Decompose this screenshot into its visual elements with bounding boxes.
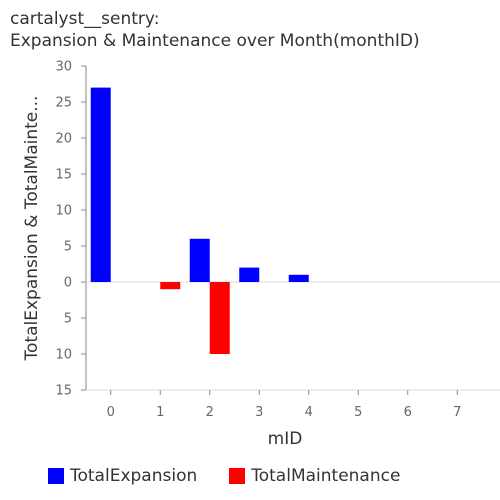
x-tick-label: 4 [305,405,313,420]
y-tick-label: 0 [64,276,72,291]
y-tick-label: 10 [55,204,72,219]
expansion-bar-4 [288,274,309,282]
y-tick-label: 20 [55,132,72,147]
expansion-bar-2 [189,238,210,282]
legend-swatch-expansion [48,468,64,484]
y-tick-label: 15 [55,384,72,399]
x-tick-label: 5 [354,405,362,420]
chart-title: cartalyst__sentry: Expansion & Maintenan… [10,8,420,52]
axes [81,65,500,395]
y-tick-label: 25 [55,96,72,111]
expansion-bar-3 [239,267,260,282]
y-axis-title: TotalExpansion & TotalMainte... [22,96,42,362]
x-tick-label: 7 [453,405,461,420]
x-tick-label: 3 [255,405,263,420]
legend-swatch-maintenance [229,468,246,484]
legend-item-maintenance: TotalMaintenance [229,466,400,486]
x-tick-label: 0 [107,405,115,420]
chart-title-line-1: cartalyst__sentry: [10,9,160,29]
x-axis-title: mID [268,429,303,449]
x-tick-label: 6 [404,405,412,420]
expansion-bar-0 [90,87,111,282]
bars [90,87,309,354]
legend-label-expansion: TotalExpansion [70,466,198,486]
legend-label-maintenance: TotalMaintenance [251,466,401,486]
y-tick-label: 5 [64,312,72,327]
y-tick-label: 15 [55,168,72,183]
maintenance-bar-1 [160,282,181,290]
x-tick-label: 1 [156,405,164,420]
maintenance-bar-2 [209,282,230,354]
x-tick-label: 2 [206,405,214,420]
legend: TotalExpansion TotalMaintenance [48,466,432,486]
legend-item-expansion: TotalExpansion [48,466,197,486]
tick-labels: 30 25 20 15 10 5 0 5 10 15 0 1 2 3 4 5 6 7 [55,60,461,421]
chart-title-line-2: Expansion & Maintenance over Month(month… [10,31,420,51]
y-tick-label: 10 [55,348,72,363]
y-tick-label: 5 [64,240,72,255]
y-tick-label: 30 [55,60,72,75]
